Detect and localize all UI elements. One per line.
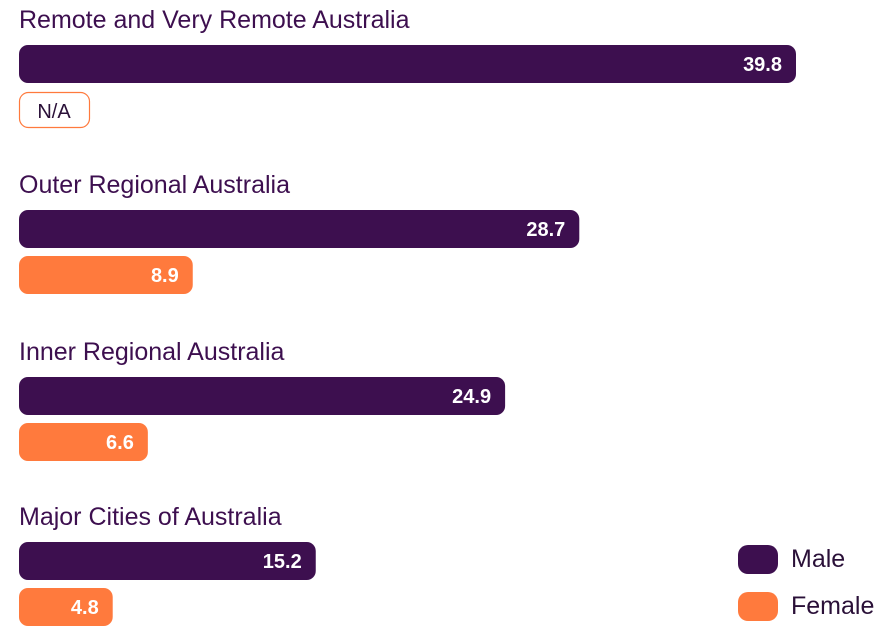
bar-value-female-remote-and-very-remote-australia: N/A: [37, 101, 71, 123]
category-label-major-cities-of-australia: Major Cities of Australia: [19, 503, 282, 531]
bar-male-outer-regional-australia: [19, 210, 579, 248]
bar-value-female-outer-regional-australia: 8.9: [151, 265, 179, 287]
category-label-inner-regional-australia: Inner Regional Australia: [19, 338, 285, 366]
bar-male-inner-regional-australia: [19, 377, 505, 415]
legend-swatch-female: [738, 592, 778, 621]
legend-label-male: Male: [791, 545, 845, 573]
bar-value-male-major-cities-of-australia: 15.2: [263, 551, 302, 573]
bar-value-male-remote-and-very-remote-australia: 39.8: [743, 54, 782, 76]
bar-male-remote-and-very-remote-australia: [19, 45, 796, 83]
category-label-remote-and-very-remote-australia: Remote and Very Remote Australia: [19, 6, 410, 34]
bar-value-male-outer-regional-australia: 28.7: [526, 219, 565, 241]
bar-value-female-major-cities-of-australia: 4.8: [71, 597, 99, 619]
bar-value-male-inner-regional-australia: 24.9: [452, 386, 491, 408]
legend-label-female: Female: [791, 592, 874, 620]
legend-swatch-male: [738, 545, 778, 574]
bars-layer: Remote and Very Remote Australia 39.8 N/A O…: [19, 6, 796, 626]
bar-value-female-inner-regional-australia: 6.6: [106, 432, 134, 454]
category-label-outer-regional-australia: Outer Regional Australia: [19, 171, 290, 199]
legend: Male Female: [738, 545, 874, 621]
